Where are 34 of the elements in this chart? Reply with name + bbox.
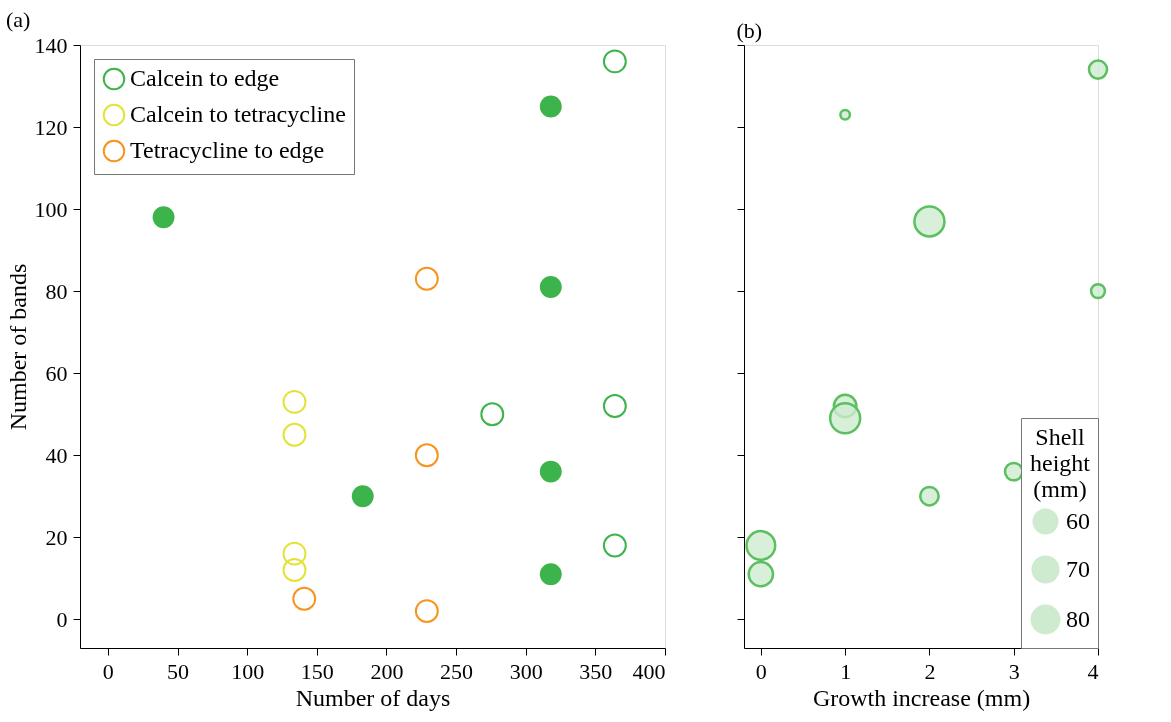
y-tick-label: 60 (45, 360, 68, 386)
y-tick-label: 120 (34, 114, 68, 140)
x-tick-label: 3 (1008, 658, 1020, 684)
y-tick-label: 20 (45, 524, 68, 550)
y-tick-label: 140 (34, 32, 68, 58)
chart-title: (b) (736, 17, 763, 43)
x-tick-label: 4 (1087, 658, 1099, 684)
chart-title: (a) (6, 7, 31, 32)
x-axis-title: Number of days (295, 684, 451, 711)
legend-label: 80 (1066, 605, 1090, 632)
y-axis-title: Number of bands (4, 263, 31, 431)
x-tick-label: 1 (840, 658, 852, 684)
x-tick-label: 300 (509, 658, 543, 684)
legend-title: Shell height (mm) (1030, 424, 1091, 502)
x-tick-label: 50 (167, 658, 189, 684)
x-tick-label: 350 (579, 658, 613, 684)
legend-label: Calcein to edge (130, 65, 280, 91)
x-tick-label: 0 (755, 658, 767, 684)
x-tick-label: 0 (102, 658, 114, 684)
x-tick-label: 2 (924, 658, 936, 684)
x-axis-title: Growth increase (mm) (812, 684, 1031, 711)
y-tick-label: 100 (34, 196, 68, 222)
x-tick-label: 150 (300, 658, 334, 684)
x-tick-label: 100 (231, 658, 265, 684)
legend-label: Tetracycline to edge (130, 137, 325, 163)
x-tick-label: 250 (440, 658, 474, 684)
y-tick-label: 40 (45, 442, 68, 468)
x-tick-label: 200 (370, 658, 404, 684)
y-tick-label: 80 (45, 278, 68, 304)
legend-label: 70 (1066, 555, 1090, 582)
legend-label: Calcein to tetracycline (130, 101, 346, 127)
legend-label: 60 (1066, 507, 1090, 534)
x-tick-label: 400 (632, 658, 666, 684)
y-tick-label: 0 (56, 606, 68, 632)
